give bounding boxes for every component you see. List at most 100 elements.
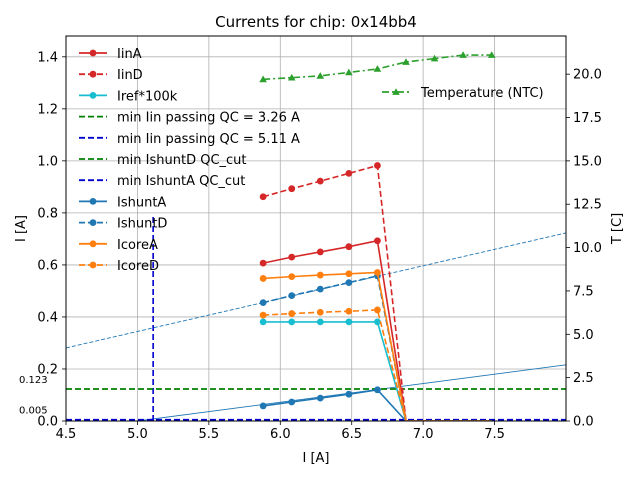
x-tick-label: 7.5 [484, 427, 505, 442]
series-point [345, 390, 353, 398]
legend-label: min Iin passing QC = 3.26 A [117, 111, 300, 126]
legend-marker [89, 198, 97, 205]
y-tick-label: 1.2 [37, 102, 58, 117]
annotation-label: 0.005 [19, 406, 48, 417]
legend-marker [89, 261, 97, 269]
legend-marker [89, 219, 97, 227]
annotation-label: 0.123 [19, 375, 48, 386]
legend-label: IinA [117, 47, 142, 62]
series-point [374, 306, 381, 314]
series-point [374, 318, 381, 326]
series-point [288, 398, 296, 406]
series-point [374, 237, 381, 245]
series-point [316, 285, 324, 293]
legend-marker [89, 240, 97, 248]
temperature-point [459, 51, 467, 58]
y2-tick-label: 0.0 [573, 415, 594, 430]
chart-title: Currents for chip: 0x14bb4 [215, 13, 417, 31]
series-point [288, 318, 296, 326]
legend-label: min Iin passing QC = 5.11 A [117, 132, 300, 147]
series-point [316, 394, 324, 402]
y2-tick-label: 15.0 [573, 154, 602, 169]
legend-label: IcoreA [117, 238, 158, 253]
legend-marker [89, 49, 97, 57]
y-tick-label: 0.6 [37, 258, 58, 273]
series-point [316, 318, 324, 326]
axes-frame [65, 35, 567, 422]
y2-tick-label: 17.5 [573, 111, 602, 126]
legend-label: IcoreD [117, 259, 159, 274]
series-point [288, 185, 296, 193]
y-axis-ticks: 0.0 0.2 0.4 0.6 0.8 1.0 1.2 1.4 [37, 50, 66, 430]
series-point [345, 270, 353, 278]
legend-label: IshuntD [117, 217, 167, 232]
y2-tick-label: 7.5 [573, 284, 594, 299]
series-point [345, 279, 353, 287]
series-point [259, 193, 267, 201]
series-point [345, 318, 353, 326]
x-tick-label: 6.5 [341, 427, 362, 442]
series-point [316, 177, 324, 185]
series-point [345, 307, 353, 315]
temperature-point [316, 72, 325, 79]
legend-marker [392, 88, 400, 95]
y2-tick-label: 12.5 [573, 198, 602, 213]
y2-tick-label: 2.5 [573, 371, 594, 386]
y2-tick-label: 10.0 [573, 241, 602, 256]
y-tick-label: 1.4 [37, 50, 58, 65]
legend-temperature: Temperature (NTC) [382, 86, 544, 101]
series-point [259, 299, 267, 307]
x-axis-label: I [A] [302, 451, 329, 466]
y-tick-label: 0.8 [37, 206, 58, 221]
series-point [288, 253, 296, 261]
y2-tick-label: 5.0 [573, 328, 594, 343]
legend-label: IshuntA [117, 195, 166, 210]
legend-label: Iref*100k [117, 89, 178, 104]
x-tick-label: 7.0 [413, 427, 434, 442]
x-tick-label: 6.0 [270, 427, 291, 442]
x-tick-label: 5.5 [199, 427, 220, 442]
temperature-point [487, 51, 496, 58]
y2-axis-label: T [C] [610, 213, 625, 245]
series-point [374, 386, 381, 394]
temperature-point [345, 68, 353, 76]
temperature-point [430, 54, 439, 62]
y2-axis-ticks: 0.0 2.5 5.0 7.5 10.0 12.5 15.0 17.5 20.0 [566, 68, 602, 430]
x-tick-label: 4.5 [56, 427, 77, 442]
legend-label: IinD [117, 68, 143, 83]
legend-label: min IshuntD QC_cut [117, 153, 247, 168]
series-point [345, 243, 353, 251]
x-tick-label: 5.0 [127, 427, 148, 442]
legend: IinA IinD Iref*100k min Iin passing QC = 3.… [79, 47, 300, 274]
series-point [316, 248, 324, 256]
series-point [345, 169, 353, 177]
y-axis-label: I [A] [14, 215, 29, 242]
legend-marker [89, 92, 97, 99]
series-line [263, 309, 492, 421]
series-point [288, 273, 296, 281]
series-point [288, 310, 296, 317]
temperature-point [373, 65, 382, 72]
series-point [316, 271, 324, 279]
series-point [374, 162, 381, 169]
series-point [259, 318, 267, 326]
y2-tick-label: 20.0 [573, 68, 602, 83]
series-point [259, 275, 267, 282]
series-point [259, 402, 267, 410]
series-point [259, 311, 267, 319]
y-tick-label: 0.4 [37, 310, 58, 325]
series-point [259, 259, 267, 267]
legend-label: Temperature (NTC) [420, 86, 544, 101]
series-point [316, 308, 324, 316]
temperature-point [259, 75, 267, 83]
temperature-point [402, 58, 410, 65]
series-point [288, 292, 296, 300]
plot-area [66, 36, 566, 421]
legend-marker [89, 70, 97, 78]
temperature-point [287, 73, 296, 81]
legend-label: min IshuntA QC_cut [117, 174, 245, 189]
x-axis-ticks: 4.5 5.0 5.5 6.0 6.5 7.0 7.5 [56, 421, 505, 442]
series-point [374, 269, 381, 276]
data-layer [66, 51, 566, 421]
